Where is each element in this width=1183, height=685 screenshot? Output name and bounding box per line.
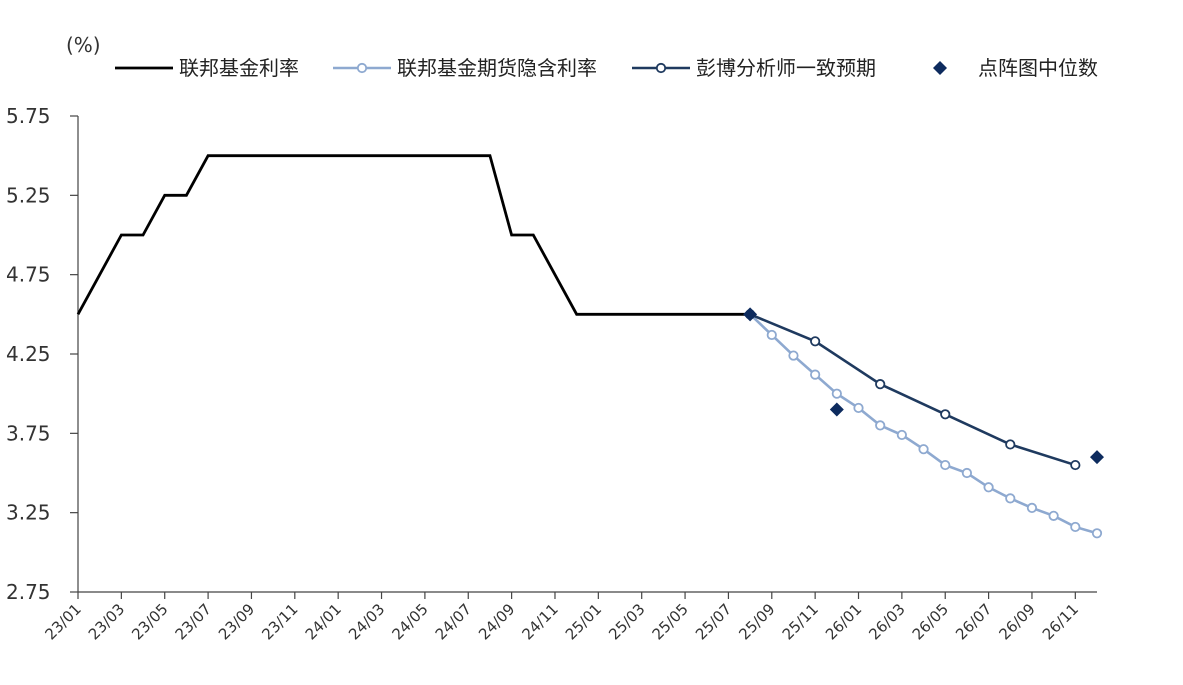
x-tick-label: 23/05	[128, 600, 171, 643]
x-tick-label: 26/09	[995, 600, 1038, 643]
plot-area	[76, 154, 1104, 539]
x-tick-label: 24/07	[432, 600, 475, 643]
y-tick-label: 5.75	[6, 104, 51, 128]
data-point	[983, 482, 994, 493]
x-tick-label: 23/01	[42, 600, 85, 643]
data-point	[766, 329, 777, 341]
x-tick-label: 24/09	[475, 600, 518, 643]
data-point	[1070, 521, 1081, 533]
x-tick-label: 26/03	[865, 600, 908, 643]
x-tick-label: 25/09	[735, 600, 778, 643]
data-point	[940, 409, 951, 420]
dot-plot-marker	[829, 402, 844, 417]
x-tick-label: 25/07	[692, 600, 735, 643]
data-point	[1005, 493, 1016, 504]
x-tick-label: 23/09	[215, 600, 258, 643]
series-3	[743, 307, 1104, 465]
data-point	[940, 459, 951, 471]
data-point	[853, 402, 864, 414]
x-tick-label: 26/01	[822, 600, 865, 643]
x-tick-label: 23/03	[85, 600, 128, 643]
y-tick-label: 4.25	[6, 342, 51, 366]
legend-item-1: 联邦基金期货隐含利率	[333, 56, 597, 80]
x-tick-label: 24/11	[519, 600, 562, 643]
x-tick-label: 23/07	[172, 600, 215, 643]
unit-label: (%)	[66, 33, 101, 57]
x-tick-label: 26/07	[952, 600, 995, 643]
data-point	[1026, 502, 1038, 514]
legend-marker	[655, 62, 667, 74]
data-point	[875, 379, 886, 390]
dot-plot-marker	[743, 307, 758, 322]
data-point	[1005, 439, 1016, 450]
series-line	[749, 313, 1098, 535]
data-point	[1070, 459, 1081, 471]
legend-label: 联邦基金利率	[179, 56, 299, 80]
legend-item-0: 联邦基金利率	[115, 56, 299, 80]
series-1	[745, 309, 1103, 539]
x-tick-label: 26/11	[1039, 600, 1082, 643]
y-tick-label: 4.75	[6, 263, 51, 287]
y-axis: 5.75 5.25 4.75 4.25 3.75 3.25 2.75	[6, 104, 79, 604]
x-tick-label: 24/01	[302, 600, 345, 643]
series-0	[76, 154, 751, 316]
x-tick-label: 26/05	[909, 600, 952, 643]
data-point	[831, 388, 842, 399]
data-point	[918, 444, 929, 455]
series-2	[745, 309, 1081, 471]
y-tick-label: 2.75	[6, 580, 51, 604]
data-point	[810, 336, 821, 347]
y-tick-label: 3.75	[6, 421, 51, 445]
data-point	[875, 420, 886, 431]
x-tick-label: 25/01	[562, 600, 605, 643]
series-line	[76, 154, 751, 316]
legend: 联邦基金利率 联邦基金期货隐含利率 彭博分析师一致预期 点阵图中位数	[115, 56, 1098, 80]
data-point	[810, 369, 821, 380]
x-tick-label: 25/05	[649, 600, 692, 643]
legend-label: 联邦基金期货隐含利率	[397, 56, 597, 80]
x-tick-label: 24/03	[345, 600, 388, 643]
series-line	[749, 313, 1076, 467]
dot-plot-marker	[1090, 450, 1104, 465]
y-tick-label: 3.25	[6, 501, 51, 525]
legend-swatch	[933, 61, 947, 75]
x-tick-label: 24/05	[388, 600, 431, 643]
legend-label: 点阵图中位数	[978, 56, 1098, 80]
legend-item-3: 点阵图中位数	[933, 56, 1098, 80]
y-tick-label: 5.25	[6, 183, 51, 207]
data-point	[788, 350, 799, 361]
data-point	[961, 467, 973, 479]
legend-item-2: 彭博分析师一致预期	[632, 56, 876, 80]
data-point	[1048, 510, 1059, 521]
x-tick-label: 23/11	[258, 600, 301, 643]
legend-marker	[356, 62, 368, 74]
data-point	[896, 429, 907, 441]
x-axis: 23/01 23/03 23/05 23/07 23/09 23/11 24/01 24/03…	[42, 591, 1097, 643]
data-point	[1091, 528, 1103, 539]
x-tick-label: 25/03	[605, 600, 648, 643]
x-tick-label: 25/11	[779, 600, 822, 643]
legend-label: 彭博分析师一致预期	[696, 56, 876, 80]
